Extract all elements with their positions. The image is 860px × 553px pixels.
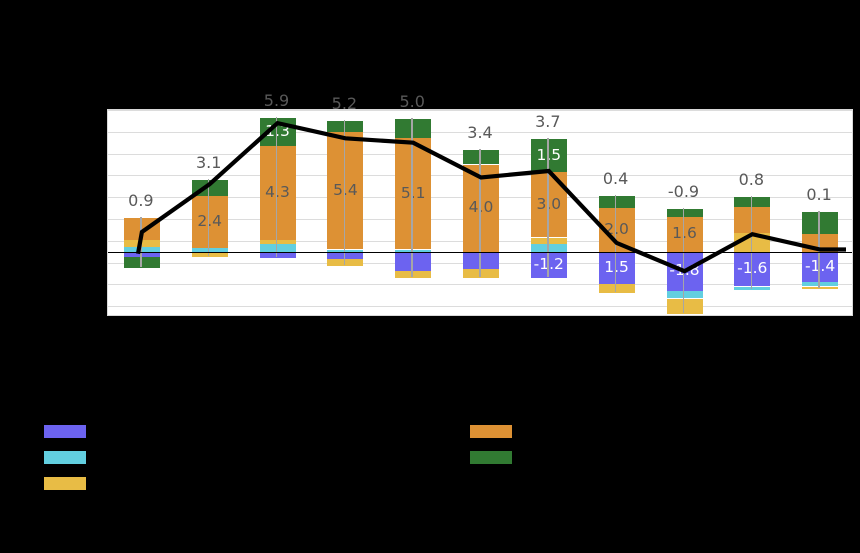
segment-value-label: 3.0 [536, 194, 562, 213]
legend-swatch-icon [470, 450, 512, 464]
bar-group[interactable]: 4.3 1.3 [259, 110, 296, 317]
segment-value-label: 2.4 [197, 212, 223, 231]
bar-group[interactable]: 5.1 [395, 110, 432, 317]
line-to-bar-connector [140, 216, 142, 267]
line-to-bar-connector [750, 196, 753, 289]
total-value-label: 3.7 [535, 112, 561, 132]
total-value-label: 5.9 [263, 90, 290, 110]
line-to-bar-connector [343, 119, 346, 265]
bar-segment[interactable] [395, 251, 432, 272]
bar-segment[interactable] [327, 259, 364, 266]
line-to-bar-connector [479, 149, 481, 277]
gridline-9 [108, 306, 852, 308]
legend-item[interactable] [470, 444, 522, 470]
segment-value-label: -1.6 [737, 259, 768, 278]
bar-group[interactable]: -1.6 [734, 110, 771, 317]
bar-segment[interactable] [598, 196, 635, 209]
legend-swatch-icon [44, 450, 86, 464]
segment-value-label: 1.6 [672, 224, 697, 243]
bar-segment[interactable] [598, 284, 635, 293]
total-value-label: 0.9 [128, 190, 154, 210]
bar-segment[interactable] [123, 239, 160, 248]
bar-segment[interactable] [734, 233, 771, 252]
segment-value-label: -1.2 [533, 254, 564, 273]
segment-value-label: 4.3 [265, 182, 290, 201]
bar-segment[interactable] [463, 251, 499, 269]
segment-value-label: 4.0 [468, 198, 494, 217]
bar-segment[interactable] [530, 244, 567, 252]
bar-group[interactable]: 1.6 -1.8 [666, 110, 703, 317]
segment-value-label: 2.0 [604, 219, 629, 238]
bar-segment[interactable] [123, 257, 160, 268]
bar-segment[interactable] [666, 298, 703, 314]
bar-group[interactable]: 2.0 1.5 [598, 110, 635, 317]
segment-value-label: 1.5 [536, 145, 562, 164]
bar-segment[interactable] [327, 120, 364, 132]
legend-item[interactable] [470, 418, 522, 444]
line-to-bar-connector [614, 195, 617, 293]
total-value-label: 3.1 [195, 152, 222, 172]
line-to-bar-connector [547, 138, 549, 277]
segment-value-label: 5.4 [333, 180, 358, 199]
total-value-label: 0.8 [738, 170, 765, 190]
legend-item[interactable] [44, 418, 96, 444]
bar-segment[interactable] [395, 271, 432, 278]
gridline-8 [108, 284, 852, 286]
bar-segment[interactable] [395, 118, 432, 139]
line-to-bar-connector [207, 178, 210, 257]
bar-segment[interactable] [802, 286, 839, 289]
bar-segment[interactable] [259, 244, 296, 252]
bar-segment[interactable] [259, 239, 296, 244]
total-value-label: 5.0 [399, 91, 425, 111]
legend-swatch-icon [44, 424, 86, 438]
segment-value-label: 1.3 [265, 121, 290, 140]
chart-legend [0, 418, 860, 500]
bar-segment[interactable] [734, 286, 771, 290]
legend-item[interactable] [44, 470, 96, 496]
legend-column-2 [470, 418, 522, 470]
bar-group[interactable]: 2.4 [191, 110, 228, 317]
bar-group[interactable]: -1.4 [802, 110, 839, 317]
segment-value-label: -1.8 [669, 261, 700, 280]
bar-segment[interactable] [802, 234, 839, 252]
bar-group[interactable]: 3.0 1.5 -1.2 [530, 110, 567, 317]
legend-column-1 [44, 418, 96, 496]
segment-value-label: 1.5 [604, 258, 629, 276]
legend-swatch-icon [44, 476, 86, 490]
line-to-bar-connector [818, 211, 820, 288]
x-axis-tick-labels [107, 320, 853, 390]
bar-segment[interactable] [463, 269, 499, 278]
total-value-label: 5.2 [331, 93, 358, 113]
bar-segment[interactable] [802, 212, 839, 235]
legend-item[interactable] [44, 444, 96, 470]
bar-segment[interactable] [123, 217, 160, 240]
bar-segment[interactable] [734, 197, 771, 207]
bar-segment[interactable] [191, 179, 228, 196]
line-to-bar-connector [275, 116, 278, 258]
bar-segment[interactable] [734, 207, 771, 234]
bar-segment[interactable] [463, 150, 499, 165]
bar-group[interactable]: 5.4 [327, 110, 364, 317]
segment-value-label: 5.1 [400, 183, 426, 202]
bar-group[interactable] [123, 110, 160, 317]
line-to-bar-connector [682, 208, 685, 313]
legend-swatch-icon [470, 424, 512, 438]
segment-value-label: -1.4 [804, 256, 836, 275]
zero-axis-line [108, 251, 852, 254]
bar-segment[interactable] [666, 209, 703, 217]
gridline-0 [108, 110, 852, 111]
bar-segment[interactable] [666, 290, 703, 299]
bar-segment[interactable] [802, 282, 839, 287]
total-value-label: 0.1 [806, 185, 832, 205]
bar-segment[interactable] [530, 237, 567, 244]
